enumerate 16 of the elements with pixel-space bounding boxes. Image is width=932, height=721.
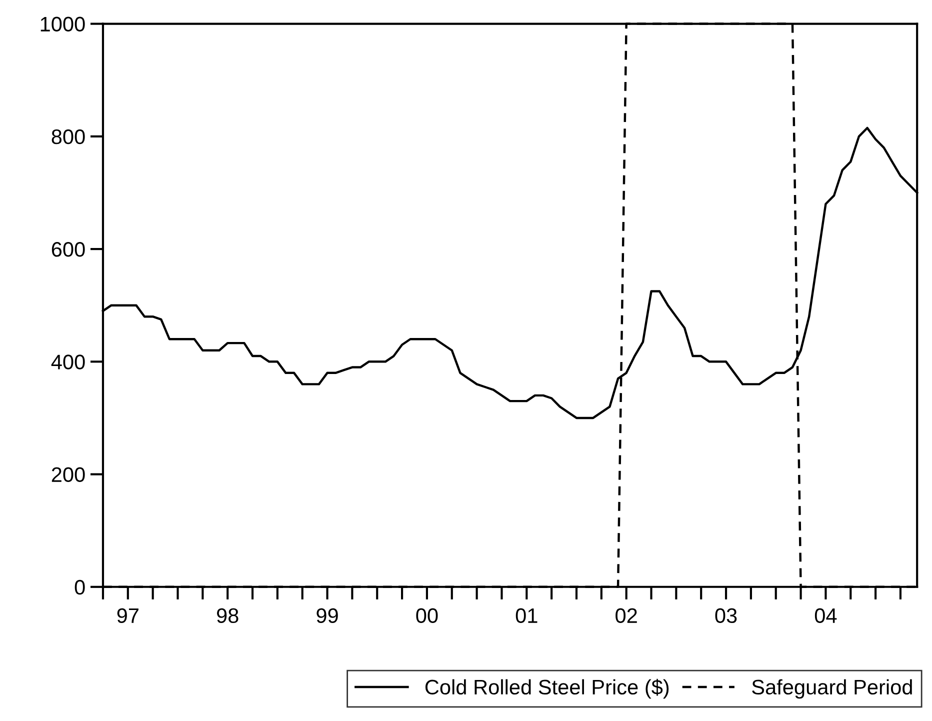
- y-tick-label: 0: [74, 580, 85, 595]
- x-tick-label: 01: [516, 608, 538, 624]
- x-tick-label: 03: [715, 608, 737, 624]
- x-tick-label: 04: [814, 608, 837, 624]
- x-tick-label: 02: [616, 608, 637, 624]
- x-tick-label: 98: [216, 608, 238, 624]
- x-tick-label: 99: [316, 608, 338, 624]
- y-tick-label: 600: [52, 242, 85, 257]
- x-tick-label: 97: [117, 608, 138, 624]
- legend-label: Safeguard Period: [752, 679, 912, 699]
- x-tick-label: 00: [416, 608, 438, 624]
- y-tick-label: 200: [52, 467, 85, 482]
- legend-label: Cold Rolled Steel Price ($): [425, 678, 669, 699]
- y-tick-label: 800: [52, 129, 85, 144]
- y-tick-label: 400: [51, 354, 85, 370]
- y-tick-label: 1000: [40, 16, 85, 32]
